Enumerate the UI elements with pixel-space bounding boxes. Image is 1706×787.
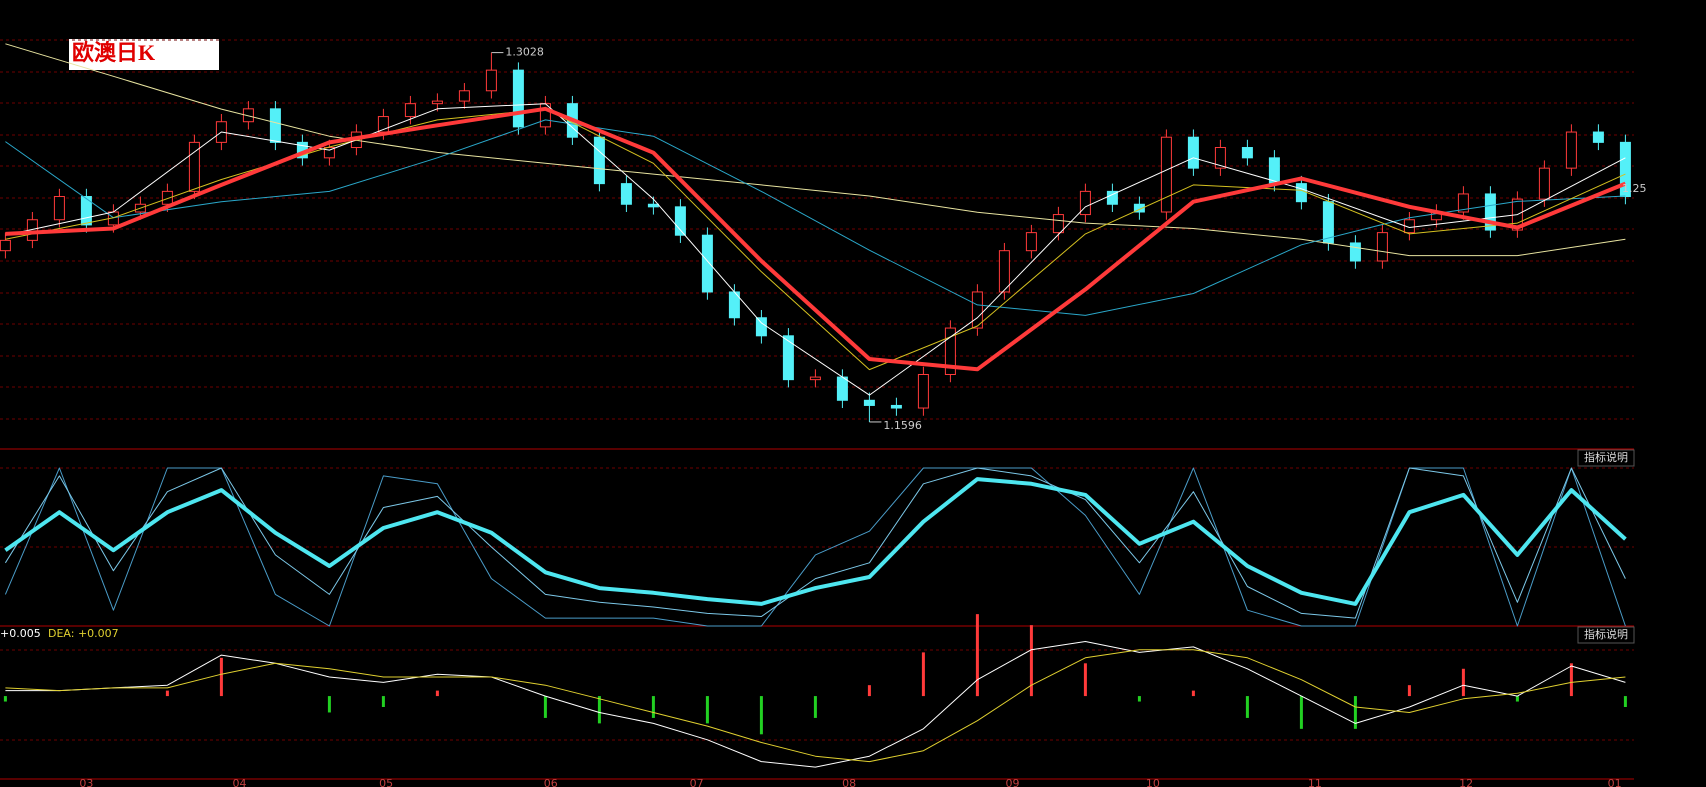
- high-annotation: 1.3028: [505, 46, 544, 59]
- indicator-line: [5, 649, 1626, 763]
- indicator-line: [5, 106, 1627, 372]
- x-tick-label: 05: [379, 777, 393, 787]
- x-tick-label: 10: [1146, 777, 1160, 787]
- candle-body: [782, 335, 794, 381]
- candle-body: [944, 327, 956, 375]
- candle-body: [998, 250, 1010, 293]
- candle-body: [80, 196, 92, 226]
- x-tick-label: 06: [544, 777, 558, 787]
- indicator-line: [5, 119, 1626, 316]
- candle-body: [593, 136, 605, 185]
- indicator-line: [5, 43, 1626, 257]
- candle-body: [1457, 193, 1469, 213]
- candle-body: [1133, 203, 1145, 213]
- candle-body: [242, 108, 254, 123]
- candle-body: [674, 206, 686, 236]
- candle-body: [863, 399, 875, 406]
- candle-body: [1052, 214, 1064, 234]
- header-box: [1577, 626, 1635, 644]
- candle-body: [188, 141, 200, 192]
- candle-body: [269, 108, 281, 143]
- indicator-line: [4, 477, 1627, 606]
- candle-body: [1619, 141, 1631, 198]
- candle-body: [1214, 147, 1226, 169]
- candle-body: [1376, 232, 1388, 262]
- candle-body: [1538, 167, 1550, 200]
- candle-body: [890, 404, 902, 409]
- candle-body: [161, 190, 173, 205]
- x-tick-label: 07: [690, 777, 704, 787]
- candle-body: [1592, 131, 1604, 143]
- candle-body: [1160, 136, 1172, 213]
- candle-body: [1484, 193, 1496, 231]
- x-tick-label: 08: [842, 777, 856, 787]
- candle-body: [647, 203, 659, 208]
- candle-body: [404, 103, 416, 118]
- dea-readout: DEA: +0.007: [48, 627, 119, 640]
- x-tick-label: 11: [1308, 777, 1322, 787]
- chart-title: 欧澳日K: [72, 40, 155, 65]
- candle-body: [458, 90, 470, 102]
- candle-body: [1079, 190, 1091, 216]
- candle-body: [1187, 136, 1199, 169]
- candle-body: [971, 291, 983, 329]
- candle-body: [1565, 131, 1577, 169]
- indicator-header[interactable]: 指标说明: [1584, 450, 1628, 464]
- candle-body: [1295, 183, 1307, 203]
- indicator-header[interactable]: 指标说明: [1584, 627, 1628, 641]
- candle-body: [809, 376, 821, 381]
- candle-body: [620, 183, 632, 205]
- candle-body: [53, 196, 65, 221]
- indicator-line: [5, 103, 1626, 396]
- candle-body: [917, 373, 929, 409]
- header-box: [1577, 449, 1635, 467]
- x-tick-label: 12: [1459, 777, 1473, 787]
- candle-body: [755, 317, 767, 337]
- low-annotation: 1.1596: [883, 419, 922, 432]
- title-box: [69, 39, 219, 70]
- x-tick-label: 03: [79, 777, 93, 787]
- candle-body: [701, 234, 713, 293]
- candle-body: [1349, 242, 1361, 262]
- indicator-line: [4, 467, 1626, 619]
- candle-body: [1025, 232, 1037, 252]
- candle-body: [431, 100, 443, 105]
- candle-body: [485, 69, 497, 92]
- candle-body: [0, 239, 11, 252]
- dif-readout: +0.005: [0, 627, 41, 640]
- x-tick-label: 04: [232, 777, 246, 787]
- candle-body: [836, 376, 848, 401]
- x-tick-label: 09: [1006, 777, 1020, 787]
- price-label: 1.25: [1622, 182, 1647, 195]
- x-tick-label: 01: [1608, 777, 1622, 787]
- candle-body: [1241, 147, 1253, 159]
- indicator-line: [4, 467, 1626, 627]
- candle-body: [512, 69, 524, 128]
- candle-body: [1106, 190, 1118, 205]
